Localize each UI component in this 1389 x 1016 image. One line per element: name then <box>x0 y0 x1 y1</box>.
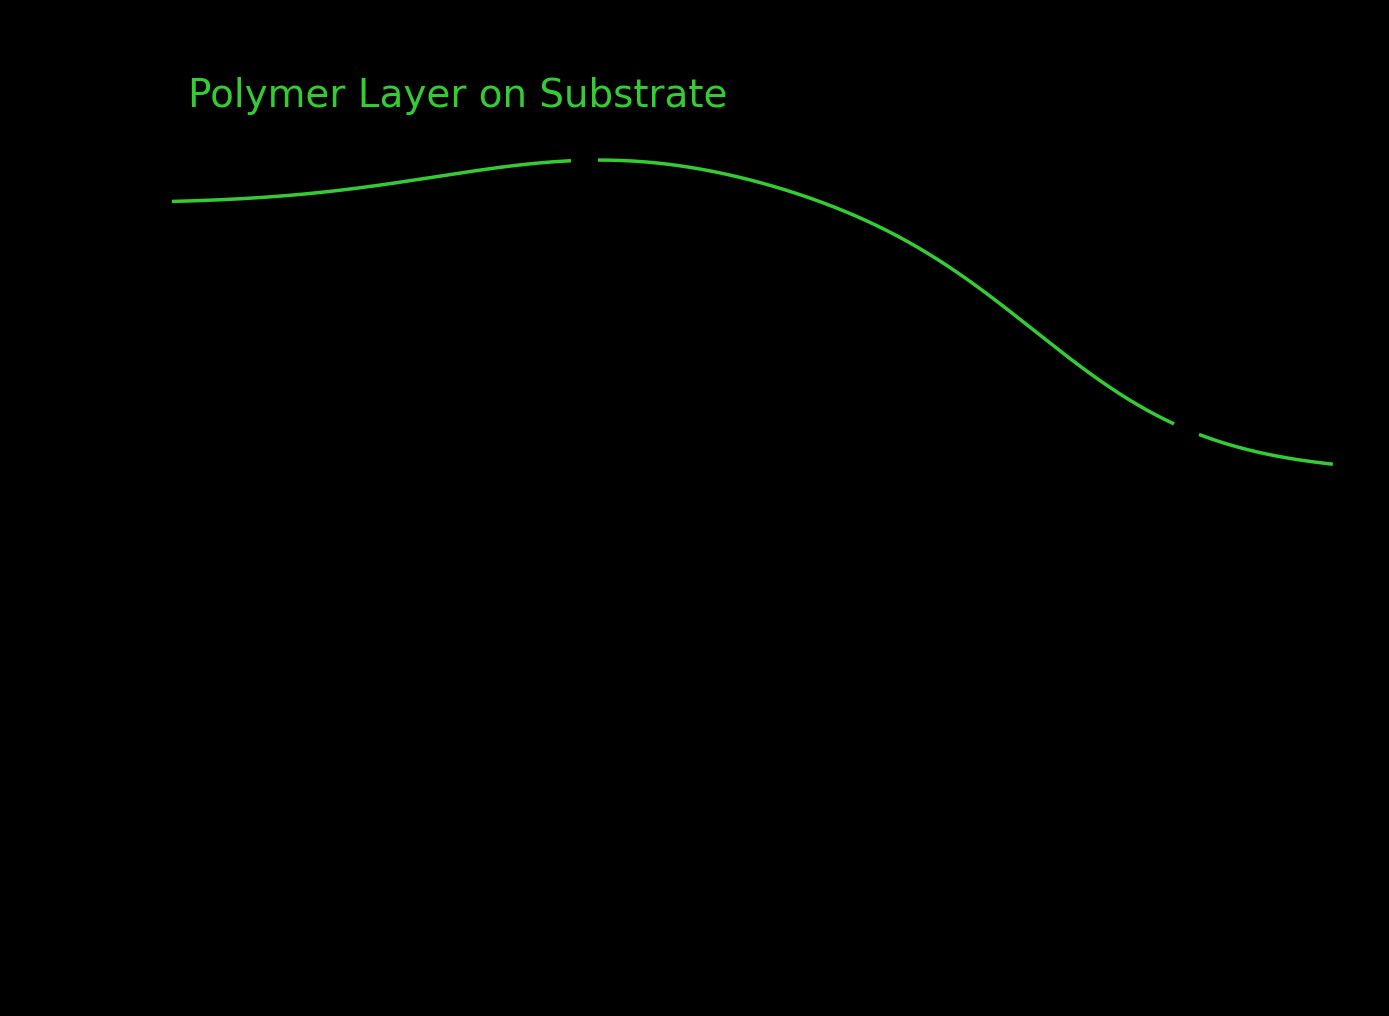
Text: Polymer Layer on Substrate: Polymer Layer on Substrate <box>188 76 726 115</box>
